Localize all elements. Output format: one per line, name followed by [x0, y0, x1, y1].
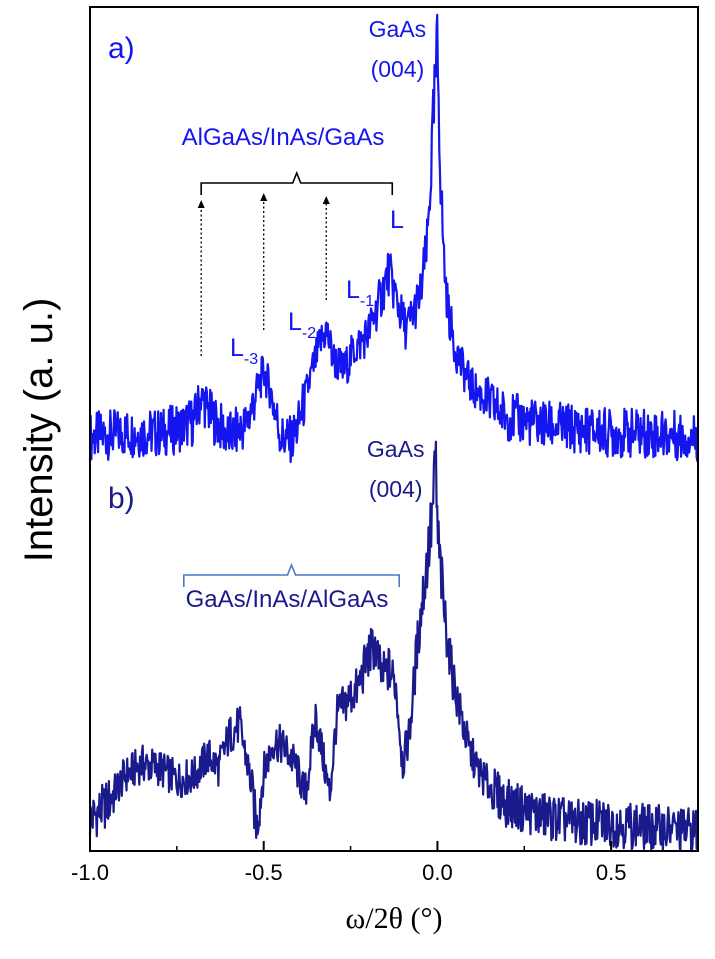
plot-frame	[89, 6, 699, 852]
satellite-label-0: L	[390, 206, 404, 234]
bracket-label: GaAs/InAs/AlGaAs	[186, 586, 389, 613]
substrate-peak-index: (004)	[369, 476, 423, 502]
satellite-label--2: L-2	[288, 308, 316, 342]
satellite-arrowhead	[260, 193, 268, 201]
satellite-order: -3	[244, 351, 258, 368]
substrate-peak-label: GaAs	[367, 436, 425, 462]
spectrum-trace-a	[88, 13, 700, 464]
x-axis-label: ω/2θ (°)	[346, 902, 443, 935]
x-tick-label: 0.0	[422, 860, 453, 885]
panel-label-b: b)	[108, 482, 135, 515]
annotations-layer: a)GaAs(004)AlGaAs/InAs/GaAsL-3L-2L-1Lb)G…	[108, 16, 426, 613]
panel-label-a: a)	[108, 32, 135, 65]
satellite-order: -2	[302, 325, 316, 342]
satellite-letter: L	[230, 334, 244, 362]
x-tick-label: -0.5	[245, 860, 283, 885]
satellite-letter: L	[288, 308, 302, 336]
satellite-letter: L	[346, 276, 360, 304]
x-tick-label: -1.0	[71, 860, 109, 885]
layer-bracket	[183, 562, 401, 587]
x-tick-label: 0.5	[596, 860, 627, 885]
satellite-arrowhead	[322, 196, 330, 204]
satellite-label--3: L-3	[230, 334, 258, 368]
y-axis-label: Intensity (a. u.)	[17, 298, 61, 563]
layer-bracket	[200, 170, 394, 195]
traces-layer	[88, 13, 700, 853]
satellite-order: -1	[360, 293, 374, 310]
x-axis-ticks: -1.0 -0.5 0.0 0.5	[71, 841, 699, 885]
spectrum-trace-b	[88, 440, 700, 853]
bracket-label: AlGaAs/InAs/GaAs	[182, 124, 385, 151]
satellite-label--1: L-1	[346, 276, 374, 310]
substrate-peak-index: (004)	[371, 56, 425, 82]
satellite-letter: L	[390, 206, 404, 234]
satellite-arrowhead	[197, 200, 205, 208]
substrate-peak-label: GaAs	[369, 16, 427, 42]
